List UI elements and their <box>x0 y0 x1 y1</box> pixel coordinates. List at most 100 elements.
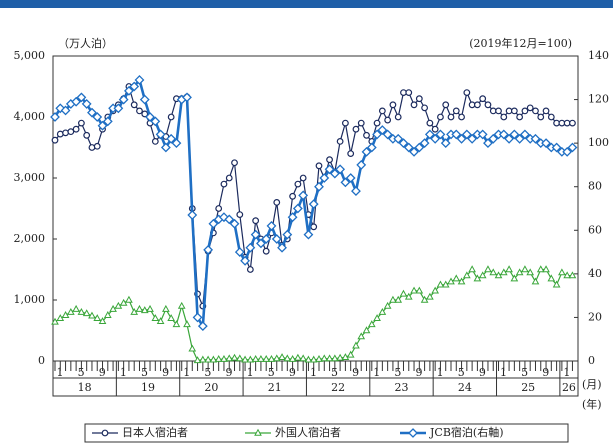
point <box>319 173 330 183</box>
point <box>294 353 302 361</box>
series-line <box>54 268 573 362</box>
point <box>526 268 535 276</box>
series <box>50 75 578 332</box>
point <box>72 304 80 312</box>
x-tick-label: 9 <box>542 366 549 379</box>
point <box>71 96 82 107</box>
x-tick-label: 1 <box>500 366 507 379</box>
series <box>51 265 577 364</box>
point <box>102 116 113 127</box>
point <box>155 129 166 140</box>
year-label: 21 <box>268 381 282 394</box>
point <box>294 180 302 188</box>
point <box>188 344 197 352</box>
point <box>56 314 65 321</box>
point <box>50 112 60 122</box>
point <box>440 138 451 149</box>
point <box>532 107 539 115</box>
point <box>435 129 446 140</box>
point <box>347 150 355 158</box>
point <box>495 107 502 115</box>
x-tick-label: 9 <box>99 366 106 379</box>
y2-tick-label: 140 <box>588 49 609 62</box>
x-tick-label: 9 <box>352 366 359 379</box>
point <box>187 210 198 220</box>
point <box>224 214 235 225</box>
y2-tick-label: 100 <box>588 136 609 149</box>
point <box>515 268 524 276</box>
point <box>415 286 424 294</box>
point <box>214 354 223 362</box>
point <box>93 142 101 150</box>
point <box>61 311 70 318</box>
point <box>562 146 573 157</box>
point <box>240 255 250 266</box>
point <box>567 142 578 153</box>
point <box>130 307 139 315</box>
point <box>151 314 160 321</box>
point <box>235 354 244 362</box>
point <box>119 298 128 306</box>
point <box>404 292 413 300</box>
point <box>498 129 509 140</box>
point <box>530 133 541 144</box>
point <box>521 107 529 115</box>
point <box>426 119 434 127</box>
point <box>135 304 144 312</box>
point <box>383 301 392 309</box>
year-label: 22 <box>331 381 345 394</box>
point <box>447 277 455 285</box>
y-tick-label: 1,000 <box>14 293 46 306</box>
point <box>98 317 107 325</box>
point <box>177 301 186 309</box>
point <box>251 354 260 362</box>
point <box>215 205 223 212</box>
x-tick-label: 1 <box>437 366 444 379</box>
point <box>405 89 413 96</box>
x-tick-label: 9 <box>479 366 486 379</box>
point <box>342 119 349 127</box>
y-tick-label: 2,000 <box>14 232 46 245</box>
point <box>97 120 108 131</box>
point <box>208 218 219 229</box>
point <box>310 223 318 231</box>
point <box>220 354 228 362</box>
point <box>426 292 434 300</box>
x-tick-label: 9 <box>416 366 423 379</box>
point <box>458 113 465 121</box>
point <box>461 129 472 140</box>
point <box>324 164 335 175</box>
x-tick-label: 5 <box>141 366 148 379</box>
point <box>479 95 487 103</box>
point <box>136 107 143 115</box>
point <box>389 101 397 109</box>
point <box>389 295 397 303</box>
point <box>456 133 467 144</box>
year-label: 18 <box>78 381 92 394</box>
point <box>162 304 170 312</box>
point <box>77 119 85 127</box>
x-tick-label: 9 <box>289 366 296 379</box>
point <box>139 94 150 105</box>
point <box>421 104 429 112</box>
point <box>378 107 386 115</box>
point <box>352 125 360 133</box>
point <box>537 113 545 121</box>
point <box>484 101 492 109</box>
point <box>467 133 478 144</box>
x-tick-label: 1 <box>310 366 317 379</box>
point <box>160 142 171 153</box>
point <box>183 320 191 328</box>
point <box>88 311 96 319</box>
point <box>336 137 344 145</box>
point <box>393 133 404 144</box>
point <box>326 156 333 164</box>
point <box>420 295 429 303</box>
point <box>329 168 340 179</box>
point <box>262 247 270 255</box>
point <box>60 105 71 116</box>
point <box>229 218 240 229</box>
y2-tick-label: 0 <box>588 354 595 367</box>
y2-tick-label: 20 <box>588 310 602 323</box>
month-unit: (月) <box>582 378 602 391</box>
